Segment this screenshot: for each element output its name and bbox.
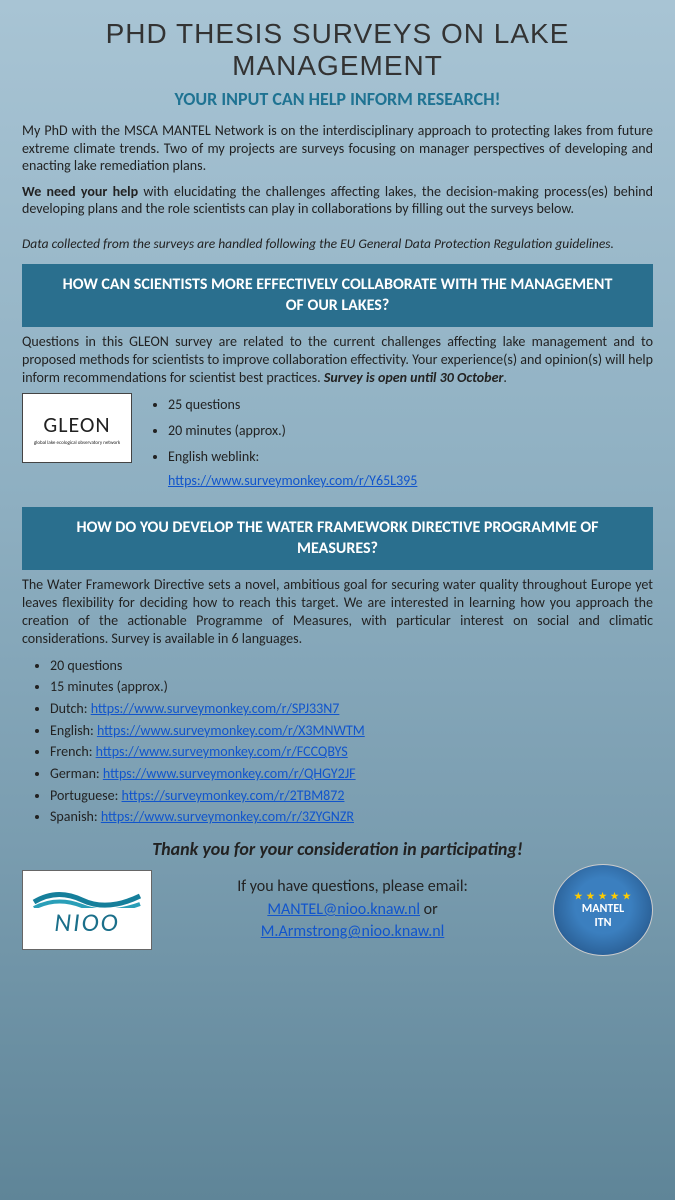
- survey1-row: GLEON global lake ecological observatory…: [22, 393, 653, 494]
- s2-french-label: French:: [50, 743, 96, 760]
- section1-deadline: Survey is open until 30 October: [324, 369, 504, 386]
- s2-english-label: English:: [50, 722, 97, 739]
- section1-header: HOW CAN SCIENTISTS MORE EFFECTIVELY COLL…: [22, 264, 653, 327]
- s2-portuguese-link[interactable]: https://surveymonkey.com/r/2TBM872: [122, 787, 345, 804]
- section1-body: Questions in this GLEON survey are relat…: [22, 333, 653, 388]
- contact-lead: If you have questions, please email:: [160, 876, 545, 898]
- gleon-logo: GLEON global lake ecological observatory…: [22, 393, 132, 463]
- gdpr-note: Data collected from the surveys are hand…: [22, 236, 653, 252]
- footer-row: NIOO If you have questions, please email…: [22, 864, 653, 956]
- s2-bullet-spanish: Spanish: https://www.surveymonkey.com/r/…: [50, 806, 653, 828]
- flyer-page: PHD THESIS SURVEYS ON LAKE MANAGEMENT YO…: [0, 0, 675, 1200]
- contact-email-2[interactable]: M.Armstrong@nioo.knaw.nl: [261, 922, 445, 941]
- s2-german-label: German:: [50, 765, 103, 782]
- subtitle: YOUR INPUT CAN HELP INFORM RESEARCH!: [22, 88, 653, 110]
- intro-p2-lead: We need your help: [22, 183, 138, 200]
- mantel-text2: ITN: [594, 916, 611, 930]
- s2-portuguese-label: Portuguese:: [50, 787, 122, 804]
- s2-bullet-portuguese: Portuguese: https://surveymonkey.com/r/2…: [50, 785, 653, 807]
- thanks-line: Thank you for your consideration in part…: [22, 838, 653, 860]
- section2-body: The Water Framework Directive sets a nov…: [22, 576, 653, 649]
- s2-bullet-dutch: Dutch: https://www.surveymonkey.com/r/SP…: [50, 698, 653, 720]
- contact-or: or: [420, 900, 438, 919]
- mantel-stars-icon: ★ ★ ★ ★ ★: [574, 891, 631, 902]
- s2-bullet-duration: 15 minutes (approx.): [50, 676, 653, 698]
- s2-dutch-link[interactable]: https://www.surveymonkey.com/r/SPJ33N7: [91, 700, 340, 717]
- s2-english-link[interactable]: https://www.surveymonkey.com/r/X3MNWTM: [97, 722, 365, 739]
- s1-bullet-questions: 25 questions: [168, 393, 417, 417]
- s1-bullet-link: English weblink: https://www.surveymonke…: [168, 445, 417, 493]
- section2-header: HOW DO YOU DEVELOP THE WATER FRAMEWORK D…: [22, 507, 653, 570]
- section2-bullets: 20 questions 15 minutes (approx.) Dutch:…: [22, 655, 653, 829]
- s1-bullet-duration: 20 minutes (approx.): [168, 419, 417, 443]
- s2-spanish-label: Spanish:: [50, 808, 101, 825]
- s2-bullet-french: French: https://www.surveymonkey.com/r/F…: [50, 741, 653, 763]
- s1-survey-link[interactable]: https://www.surveymonkey.com/r/Y65L395: [168, 472, 417, 489]
- s2-bullet-german: German: https://www.surveymonkey.com/r/Q…: [50, 763, 653, 785]
- s2-spanish-link[interactable]: https://www.surveymonkey.com/r/3ZYGNZR: [101, 808, 354, 825]
- section1-body-tail: .: [503, 369, 507, 386]
- intro-p1: My PhD with the MSCA MANTEL Network is o…: [22, 122, 653, 175]
- nioo-wave-icon: [32, 882, 142, 908]
- s2-bullet-english: English: https://www.surveymonkey.com/r/…: [50, 720, 653, 742]
- s2-german-link[interactable]: https://www.surveymonkey.com/r/QHGY2JF: [103, 765, 356, 782]
- s2-dutch-label: Dutch:: [50, 700, 91, 717]
- mantel-text1: MANTEL: [582, 902, 625, 916]
- mantel-logo: ★ ★ ★ ★ ★ MANTEL ITN: [553, 864, 653, 956]
- contact-email-1[interactable]: MANTEL@nioo.knaw.nl: [267, 900, 420, 919]
- s2-french-link[interactable]: https://www.surveymonkey.com/r/FCCQBYS: [96, 743, 348, 760]
- intro-block: My PhD with the MSCA MANTEL Network is o…: [22, 122, 653, 226]
- nioo-text: NIOO: [54, 906, 119, 938]
- gleon-logo-text: GLEON: [43, 411, 110, 438]
- nioo-logo: NIOO: [22, 870, 152, 950]
- section1-bullets: 25 questions 20 minutes (approx.) Englis…: [148, 393, 417, 494]
- main-title: PHD THESIS SURVEYS ON LAKE MANAGEMENT: [22, 18, 653, 82]
- intro-p2: We need your help with elucidating the c…: [22, 183, 653, 218]
- gleon-logo-sub: global lake ecological observatory netwo…: [34, 440, 120, 446]
- s1-link-label: English weblink:: [168, 448, 259, 465]
- s2-bullet-questions: 20 questions: [50, 655, 653, 677]
- contact-block: If you have questions, please email: MAN…: [152, 876, 553, 943]
